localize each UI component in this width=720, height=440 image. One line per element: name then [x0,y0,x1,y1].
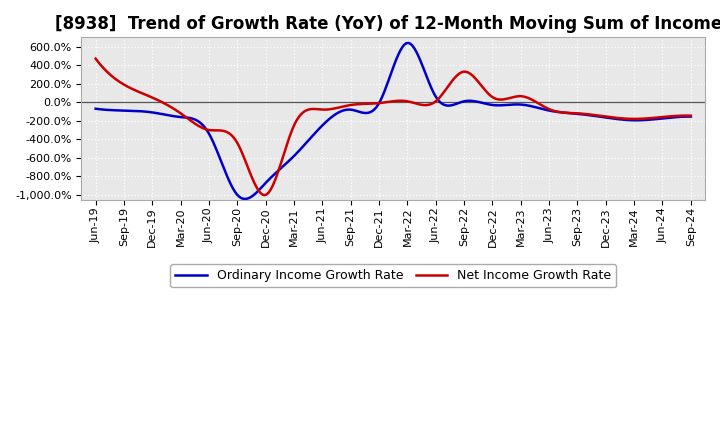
Ordinary Income Growth Rate [449,102,458,107]
Ordinary Income Growth Rate [686,114,695,119]
Ordinary Income Growth Rate [91,106,100,111]
Ordinary Income Growth Rate [635,117,644,123]
Net Income Growth Rate [633,116,642,121]
Ordinary Income Growth Rate [448,103,456,108]
Legend: Ordinary Income Growth Rate, Net Income Growth Rate: Ordinary Income Growth Rate, Net Income … [171,264,616,287]
Ordinary Income Growth Rate [597,114,606,120]
Title: [8938]  Trend of Growth Rate (YoY) of 12-Month Moving Sum of Incomes: [8938] Trend of Growth Rate (YoY) of 12-… [55,15,720,33]
Line: Net Income Growth Rate: Net Income Growth Rate [96,59,690,195]
Line: Ordinary Income Growth Rate: Ordinary Income Growth Rate [96,43,690,199]
Net Income Growth Rate [595,113,603,118]
Net Income Growth Rate [458,70,467,75]
Net Income Growth Rate [446,81,454,86]
Ordinary Income Growth Rate [404,40,413,45]
Net Income Growth Rate [261,192,269,198]
Net Income Growth Rate [94,59,102,64]
Ordinary Income Growth Rate [240,196,249,202]
Net Income Growth Rate [686,113,695,118]
Net Income Growth Rate [448,78,456,84]
Net Income Growth Rate [91,56,100,61]
Ordinary Income Growth Rate [94,106,102,112]
Ordinary Income Growth Rate [459,99,468,104]
